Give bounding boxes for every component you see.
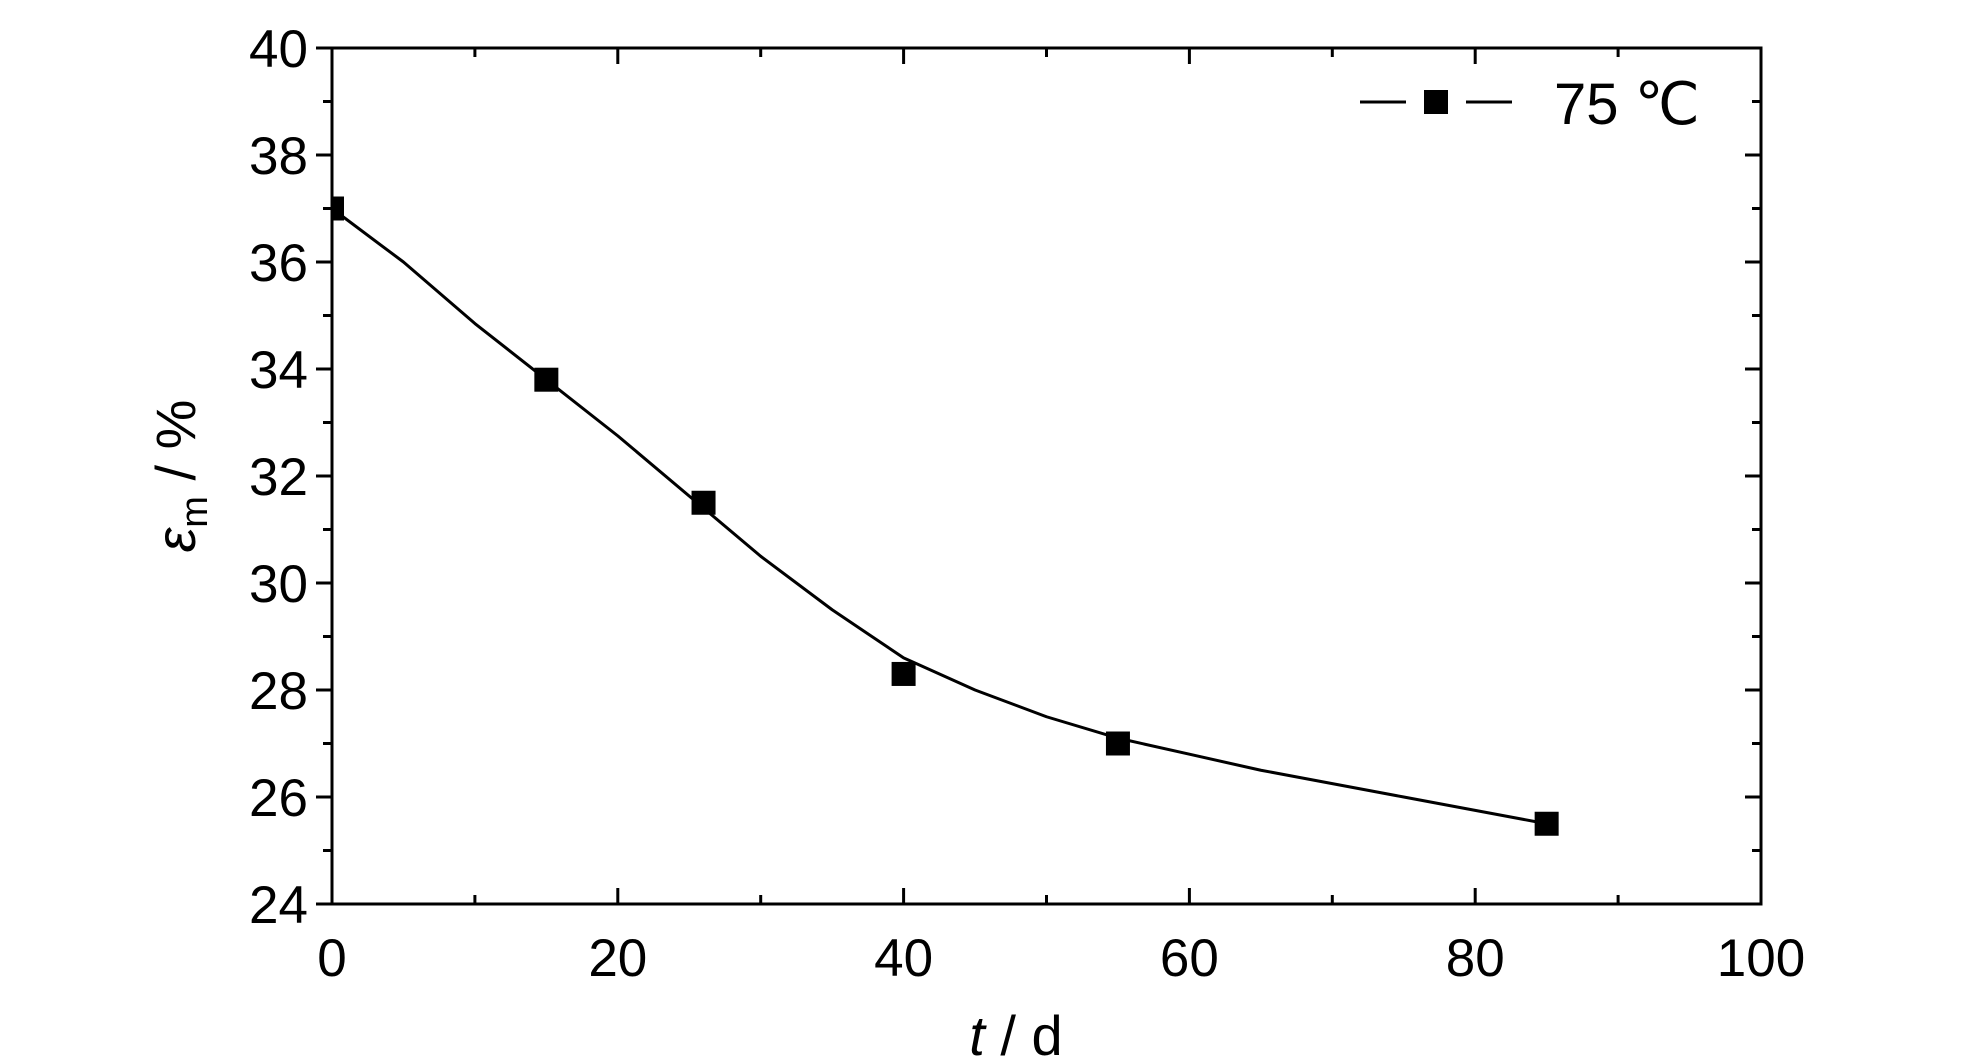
y-tick-label: 38 (249, 127, 308, 186)
x-axis-unit: d (1032, 1004, 1063, 1062)
y-axis-separator: / (144, 449, 207, 496)
data-point (691, 490, 716, 515)
data-markers (332, 196, 1559, 836)
legend: 75 ℃ (1360, 72, 1700, 137)
fit-lines (331, 207, 1547, 826)
x-tick-label: 20 (588, 929, 647, 988)
y-tick-label: 36 (249, 234, 308, 293)
x-tick-labels: 0 20 40 60 80 100 (317, 929, 1805, 988)
data-point (1105, 731, 1130, 756)
legend-label: 75 ℃ (1554, 72, 1700, 137)
x-axis-separator: / (985, 1004, 1032, 1062)
y-tick-label: 34 (249, 341, 308, 400)
x-axis-label: t / d (969, 1004, 1062, 1062)
y-tick-labels: 24 26 28 30 32 34 36 38 40 (249, 20, 308, 935)
y-axis-label: εm / % (144, 400, 216, 553)
plot-frame (330, 46, 1763, 906)
x-tick-label: 100 (1717, 929, 1805, 988)
y-axis-unit: % (144, 400, 207, 450)
x-tick-label: 80 (1446, 929, 1505, 988)
major-ticks (316, 46, 1763, 906)
y-tick-label: 26 (249, 769, 308, 828)
data-point (1534, 811, 1559, 836)
data-point (534, 367, 559, 392)
data-point (891, 661, 916, 686)
y-tick-label: 24 (249, 876, 308, 935)
x-tick-label: 60 (1160, 929, 1219, 988)
x-axis-variable: t (969, 1004, 987, 1062)
series-line (331, 207, 1547, 826)
y-tick-label: 30 (249, 555, 308, 614)
y-tick-label: 40 (249, 20, 308, 79)
y-axis-variable: ε (144, 526, 207, 552)
x-tick-label: 0 (317, 929, 346, 988)
legend-marker (1424, 90, 1448, 114)
x-tick-label: 40 (874, 929, 933, 988)
minor-ticks (323, 48, 1761, 904)
y-tick-label: 28 (249, 662, 308, 721)
y-tick-label: 32 (249, 448, 308, 507)
data-point (332, 196, 344, 221)
y-axis-subscript: m (174, 496, 216, 528)
